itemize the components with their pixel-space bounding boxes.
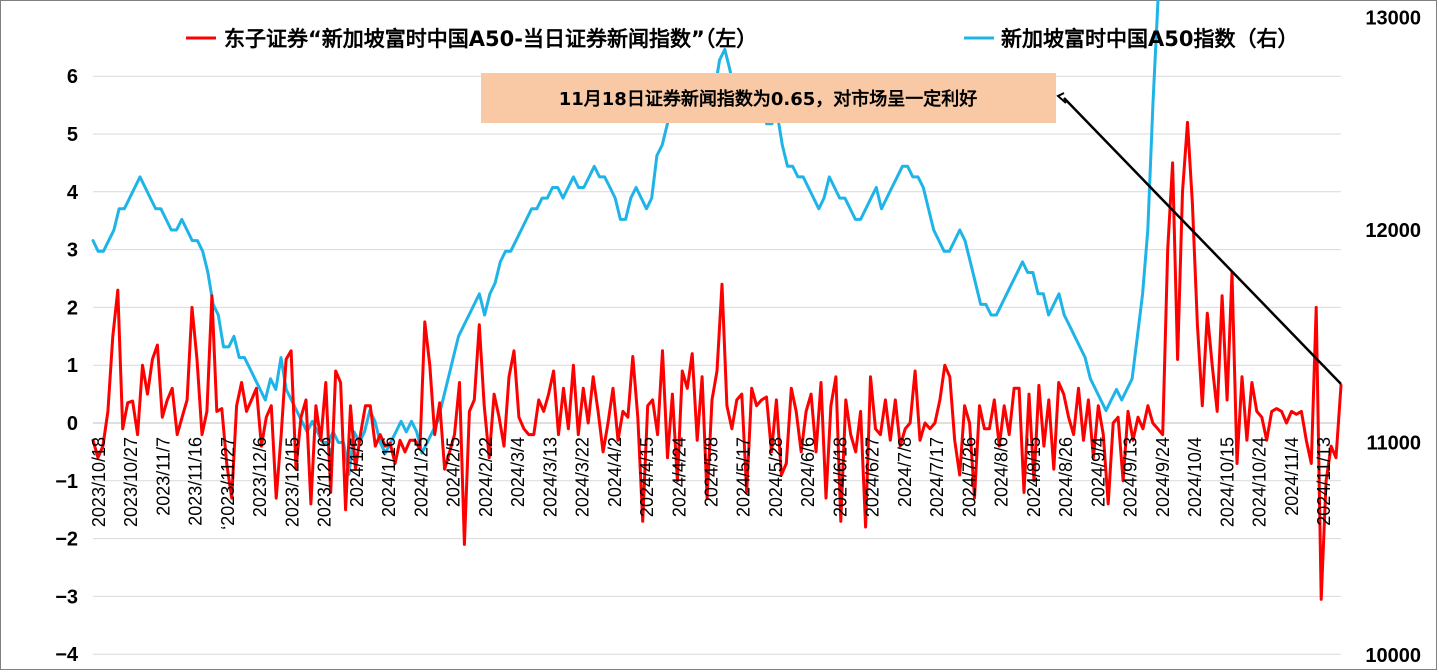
- x-tick-label: 2024/11/4: [1282, 437, 1302, 516]
- x-tick-label: 2023/11/7: [154, 437, 174, 516]
- legend-label-a50-index: 新加坡富时中国A50指数（右）: [1001, 27, 1298, 51]
- x-tick-label: 2024/8/6: [992, 437, 1012, 507]
- x-tick-label: ‘2023/11/27: [218, 437, 238, 530]
- left-y-tick-label: 0: [67, 413, 78, 435]
- left-y-tick-label: 6: [67, 66, 78, 88]
- x-tick-label: 2024/7/8: [895, 437, 915, 507]
- x-tick-label: 2024/8/26: [1056, 437, 1076, 517]
- left-y-tick-label: 2: [67, 297, 78, 319]
- x-tick-label: 2023/10/18: [89, 437, 109, 527]
- annotation-arrowhead: [1056, 92, 1067, 104]
- x-tick-label: 2024/4/2: [605, 437, 625, 507]
- left-y-tick-label: −2: [55, 529, 78, 551]
- series-line-a50-index: [91, 0, 1160, 476]
- x-axis-ticks: 2023/10/18 2023/10/27 2023/11/7 2023/11/16 ‘…: [89, 437, 1334, 530]
- x-tick-label: 2023/12/15: [282, 437, 302, 527]
- x-tick-label: 2023/10/27: [121, 437, 141, 527]
- x-tick-label: 2024/5/8: [702, 437, 722, 507]
- x-tick-label: 2024/11/13: [1314, 437, 1334, 526]
- left-y-tick-label: 3: [67, 240, 78, 262]
- x-tick-label: 2024/5/17: [734, 437, 754, 517]
- x-tick-label: 2023/12/26: [315, 437, 335, 527]
- x-tick-label: 2024/7/26: [959, 437, 979, 517]
- left-y-tick-label: 4: [67, 182, 79, 204]
- x-tick-label: 2024/3/13: [540, 437, 560, 517]
- legend-label-news-index: 东子证券“新加坡富时中国A50-当日证券新闻指数”（左）: [224, 27, 757, 51]
- x-tick-label: 2023/11/16: [186, 437, 206, 526]
- x-tick-label: 2024/9/24: [1153, 437, 1173, 517]
- left-y-tick-label: −4: [55, 644, 79, 666]
- right-y-axis-ticks: 150001400013000120001100010000: [1365, 8, 1421, 668]
- x-tick-label: 2024/5/28: [766, 437, 786, 517]
- gridlines: [93, 75, 1341, 655]
- x-tick-label: 2024/8/15: [1024, 437, 1044, 517]
- x-tick-label: 2024/3/4: [508, 437, 528, 507]
- annotation-box: [481, 73, 1056, 123]
- right-y-tick-label: 11000: [1366, 433, 1421, 455]
- x-tick-label: 2024/10/15: [1217, 437, 1237, 527]
- x-tick-label: 2024/7/17: [927, 437, 947, 517]
- x-tick-label: 2024/2/5: [444, 437, 464, 507]
- right-y-tick-label: 12000: [1365, 220, 1421, 242]
- right-y-tick-label: 10000: [1365, 645, 1421, 667]
- x-tick-label: 2024/4/24: [669, 437, 689, 517]
- left-y-tick-label: 5: [67, 124, 78, 146]
- x-tick-label: 2024/3/22: [573, 437, 593, 517]
- x-tick-label: 2024/1/16: [379, 437, 399, 517]
- left-y-axis-ticks: 6 5 4 3 2 1 0 −1 −2 −3 −4: [55, 66, 79, 666]
- annotation-arrow-line: [1063, 97, 1342, 385]
- x-tick-label: 2024/1/25: [411, 437, 431, 517]
- left-y-tick-label: 1: [67, 355, 78, 377]
- right-y-tick-label: 13000: [1365, 8, 1421, 30]
- x-tick-label: 2024/6/18: [830, 437, 850, 517]
- x-tick-label: 2024/4/15: [637, 437, 657, 517]
- series-line-news-index: [91, 120, 1343, 601]
- x-tick-label: 2024/1/5: [347, 437, 367, 507]
- annotation-text: 11月18日证券新闻指数为0.65，对市场呈一定利好: [559, 88, 978, 110]
- legend: 东子证券“新加坡富时中国A50-当日证券新闻指数”（左） 新加坡富时中国A50指…: [186, 27, 1298, 51]
- x-tick-label: 2024/6/6: [798, 437, 818, 507]
- left-y-tick-label: −3: [55, 586, 78, 608]
- annotation: 11月18日证券新闻指数为0.65，对市场呈一定利好: [481, 73, 1342, 385]
- x-tick-label: 2024/9/4: [1088, 437, 1108, 507]
- x-tick-label: 2024/2/22: [476, 437, 496, 517]
- x-tick-label: 2024/9/13: [1121, 437, 1141, 517]
- x-tick-label: 2024/10/24: [1250, 437, 1270, 527]
- x-tick-label: 2024/10/4: [1185, 437, 1205, 517]
- x-tick-label: 2023/12/6: [250, 437, 270, 517]
- x-tick-label: 2024/6/27: [863, 437, 883, 517]
- left-y-tick-label: −1: [55, 471, 78, 493]
